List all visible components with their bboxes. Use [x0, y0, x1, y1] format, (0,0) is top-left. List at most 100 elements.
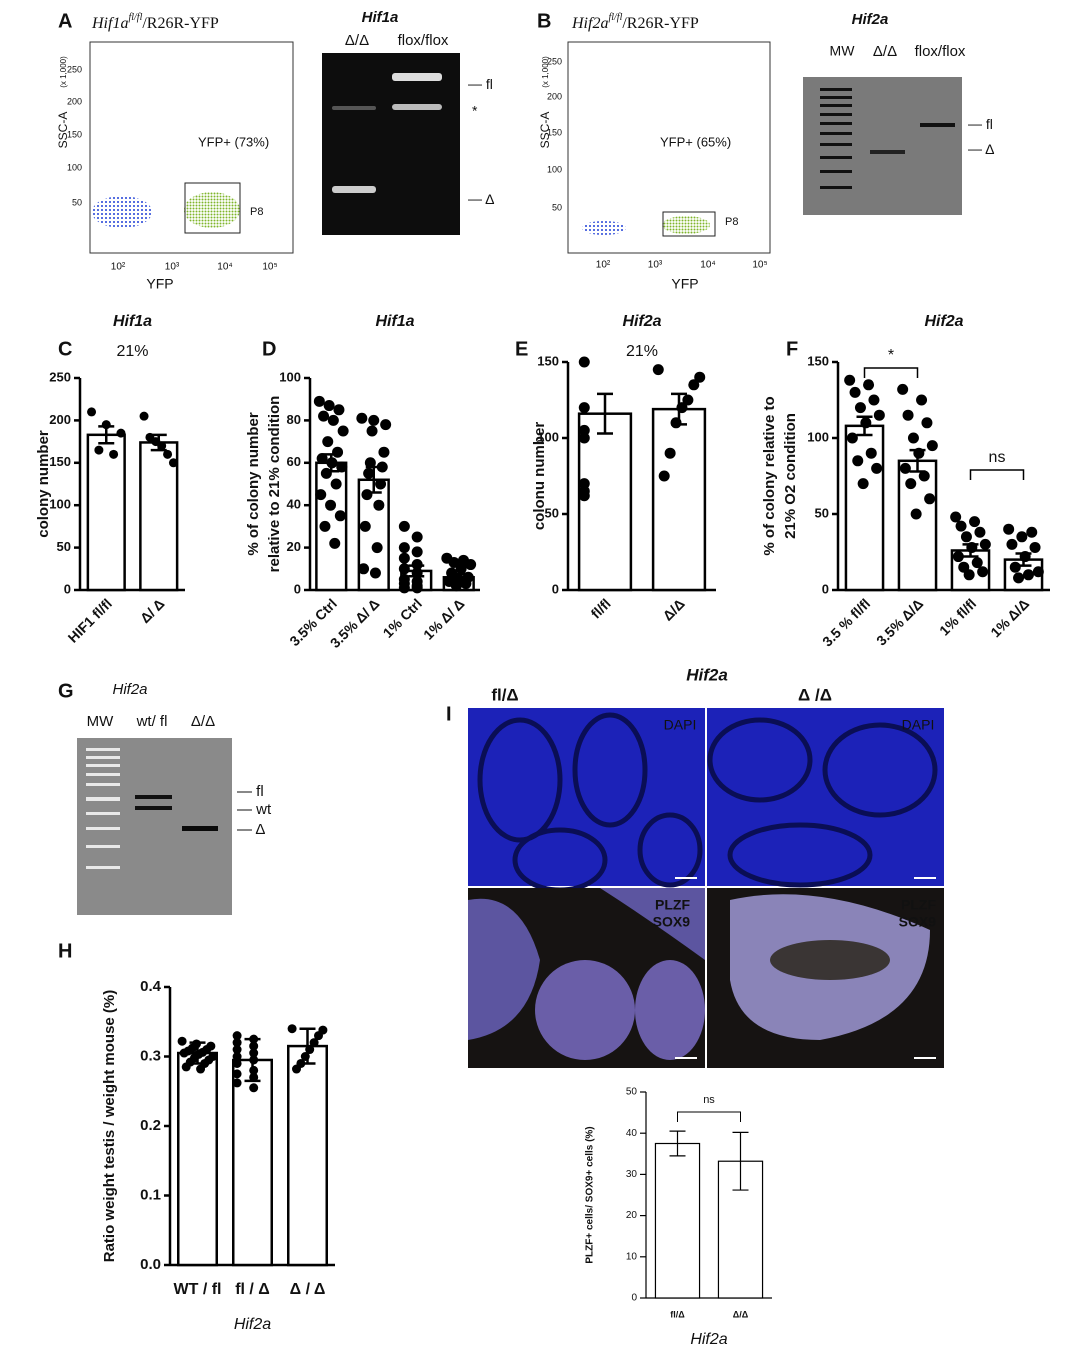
y-axis-label: SSC-A: [538, 112, 552, 149]
y-axis-label: Ratio weight testis / weight mouse (%): [101, 990, 118, 1263]
data-point: [694, 371, 706, 383]
y-tick-label: 20: [287, 539, 301, 554]
gel: Hif1a Δ/Δ flox/flox — fl * — Δ: [322, 9, 494, 235]
flow-plot: Hif1afl/fl/R26R-YFP P8 YFP+ (73%) 50 100…: [56, 12, 294, 292]
data-point: [1006, 538, 1018, 550]
y-tick-label: 100: [537, 429, 559, 444]
chart-title: Hif2a: [622, 313, 661, 330]
population-blob: [92, 196, 152, 228]
data-point: [380, 419, 392, 431]
y-tick-label: 50: [72, 197, 82, 207]
data-point: [398, 552, 410, 564]
data-point: [846, 432, 858, 444]
data-point: [315, 489, 327, 501]
data-point: [578, 402, 590, 414]
y-tick-label: 40: [626, 1128, 638, 1139]
error-bar: [597, 392, 613, 435]
gate: [662, 211, 716, 237]
data-point: [364, 457, 376, 469]
data-point: [658, 470, 670, 482]
y-tick-label: 80: [287, 412, 301, 427]
lane-label: flox/flox: [398, 32, 449, 49]
gel-title: Hif2a: [852, 11, 889, 28]
x-tick-label: 1% Ctrl: [380, 595, 425, 640]
y-scale-label: (x 1,000): [541, 56, 550, 88]
y-tick-label: 0.4: [140, 978, 162, 995]
gate-label: P8: [725, 216, 738, 228]
data-point: [950, 511, 962, 523]
y-tick-label: 100: [49, 497, 71, 512]
y-axis-label: colonu number: [531, 422, 548, 530]
panel-label: E: [515, 338, 528, 360]
y-tick-label: 250: [49, 369, 71, 384]
data-point: [333, 404, 345, 416]
data-point: [852, 455, 864, 467]
bar: [651, 407, 707, 592]
bar-chart: Hif1a 0 20 40 60 80 100 % of colony number relat…: [245, 313, 480, 651]
data-point: [578, 356, 590, 368]
data-point: [179, 1048, 189, 1058]
error-bar: [365, 465, 382, 494]
data-point: [1029, 541, 1041, 553]
lane-label: MW: [830, 43, 856, 59]
bar-chart: 0.0 0.1 0.2 0.3 0.4 Ratio weight testis / wei…: [101, 978, 335, 1333]
y-tick-label: 0: [822, 581, 829, 596]
data-point: [337, 425, 349, 437]
data-point: [863, 379, 875, 391]
error-bar: [408, 564, 425, 578]
data-point: [411, 531, 423, 543]
data-point: [844, 374, 856, 386]
data-point: [1016, 531, 1028, 543]
data-point: [139, 411, 149, 421]
y-tick-label: 100: [547, 164, 562, 174]
data-point: [578, 424, 590, 436]
panel-label: F: [786, 338, 798, 360]
data-point: [232, 1058, 242, 1068]
error-bar: [450, 572, 467, 582]
bar: [897, 459, 938, 592]
data-point: [871, 462, 883, 474]
y-tick-label: 100: [279, 369, 301, 384]
band-label: — Δ: [468, 191, 494, 207]
data-point: [363, 467, 375, 479]
data-point: [249, 1083, 259, 1093]
data-point: [334, 510, 346, 522]
x-axis-label: Hif2a: [234, 1316, 271, 1333]
y-tick-label: 50: [626, 1087, 638, 1098]
gel-band: [332, 186, 376, 193]
x-axis-label: Hif2a: [690, 1331, 727, 1348]
data-point: [336, 461, 348, 473]
x-tick-label: 10²: [596, 260, 611, 271]
chart-subtitle: 21%: [626, 343, 658, 360]
y-scale-label: (x 1,000): [59, 56, 68, 88]
x-tick-label: Δ / Δ: [290, 1281, 326, 1298]
data-point: [455, 563, 467, 575]
data-point: [652, 364, 664, 376]
data-point: [448, 556, 460, 568]
y-tick-label: 150: [537, 353, 559, 368]
x-tick-label: 10⁴: [700, 260, 715, 271]
data-point: [578, 490, 590, 502]
gel-title: Hif2a: [112, 681, 147, 698]
bar: [177, 1051, 218, 1267]
data-point: [292, 1064, 301, 1074]
band-label: *: [472, 103, 478, 119]
data-point: [578, 478, 590, 490]
flow-frame: [89, 41, 294, 254]
band-label: — Δ: [237, 821, 265, 838]
error-bar: [299, 1027, 316, 1065]
bar-chart: Hif1a 21% 0 50 100 150 200 250 colony number HIF1…: [35, 313, 185, 646]
x-tick-label: 10³: [165, 262, 180, 273]
population-label: YFP+ (73%): [198, 134, 269, 149]
x-tick-label: 10²: [111, 262, 126, 273]
data-point: [116, 428, 126, 438]
bar-chart: Hif2a 21% 0 50 100 150 colonu number fl/fl Δ/Δ: [531, 313, 716, 624]
y-tick-label: 0: [294, 581, 301, 596]
y-tick-label: 150: [807, 353, 829, 368]
data-point: [977, 566, 989, 578]
x-tick-label: 10³: [648, 260, 663, 271]
data-point: [868, 394, 880, 406]
panel-labels: A B C D E F G H I: [58, 10, 798, 962]
panel-label: D: [262, 338, 276, 360]
x-tick-label: fl/Δ: [670, 1309, 685, 1319]
